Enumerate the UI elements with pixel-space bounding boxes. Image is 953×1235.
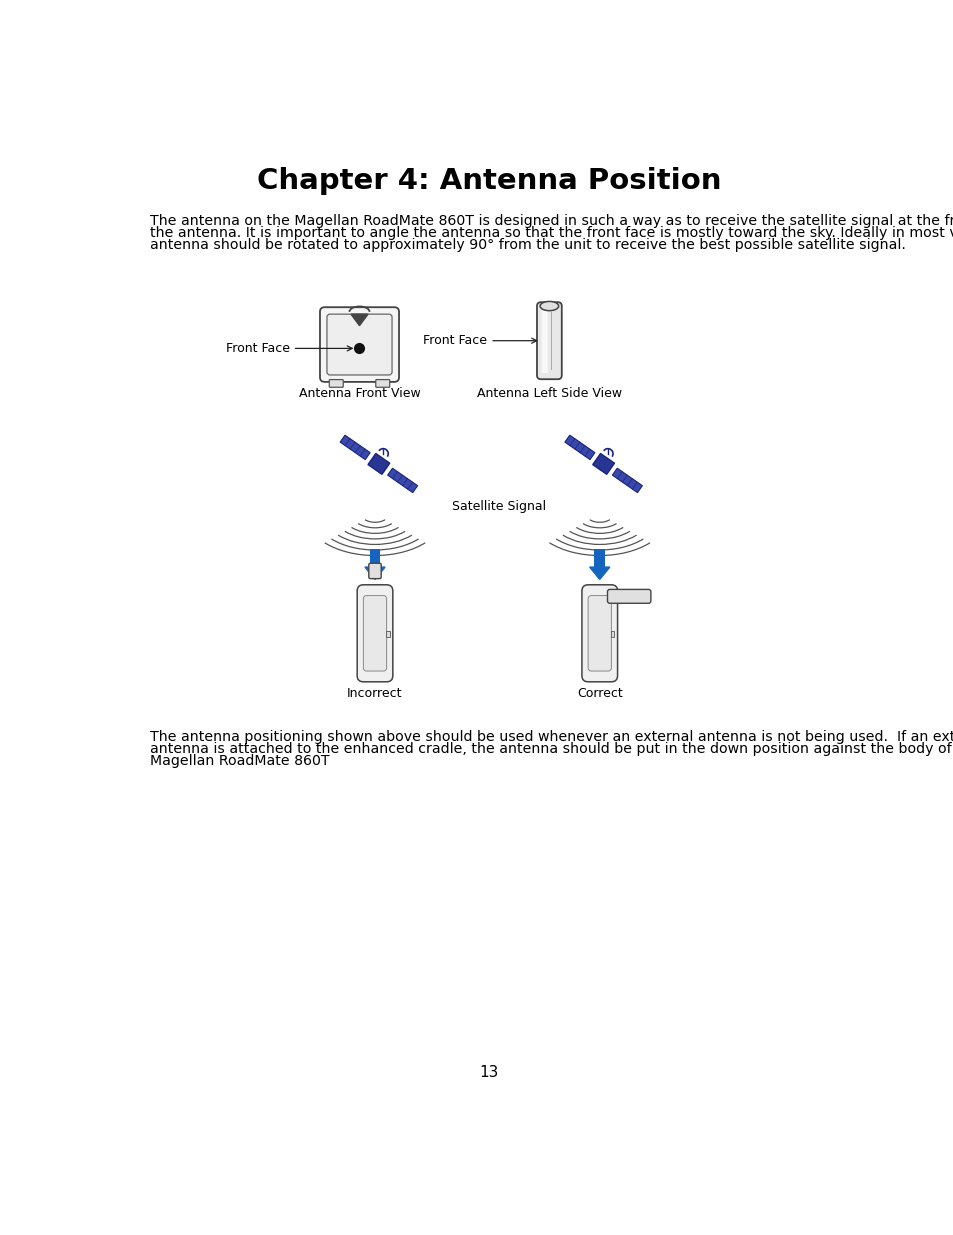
Bar [368, 453, 390, 474]
FancyBboxPatch shape [369, 563, 381, 579]
FancyBboxPatch shape [537, 303, 561, 379]
FancyBboxPatch shape [319, 308, 398, 382]
Polygon shape [589, 567, 609, 579]
Bar [564, 435, 595, 459]
Text: antenna is attached to the enhanced cradle, the antenna should be put in the dow: antenna is attached to the enhanced crad… [150, 742, 953, 756]
Text: Front Face: Front Face [423, 335, 537, 347]
Bar [612, 468, 641, 493]
Bar [385, 631, 390, 637]
Bar [387, 468, 417, 493]
Bar [592, 453, 614, 474]
FancyBboxPatch shape [607, 589, 650, 603]
Text: Antenna Left Side View: Antenna Left Side View [476, 387, 621, 400]
Bar [610, 631, 614, 637]
Text: 13: 13 [478, 1065, 498, 1079]
Text: Correct: Correct [577, 687, 622, 700]
Text: antenna should be rotated to approximately 90° from the unit to receive the best: antenna should be rotated to approximate… [150, 238, 905, 252]
Text: Front Face: Front Face [226, 342, 352, 354]
FancyBboxPatch shape [327, 314, 392, 375]
Text: Magellan RoadMate 860T: Magellan RoadMate 860T [150, 755, 330, 768]
Bar [594, 548, 604, 567]
Text: Chapter 4: Antenna Position: Chapter 4: Antenna Position [256, 167, 720, 195]
FancyBboxPatch shape [581, 585, 617, 682]
FancyBboxPatch shape [329, 379, 343, 388]
FancyBboxPatch shape [363, 595, 386, 671]
Text: Antenna Front View: Antenna Front View [298, 387, 420, 400]
Text: the antenna. It is important to angle the antenna so that the front face is most: the antenna. It is important to angle th… [150, 226, 953, 240]
Text: The antenna positioning shown above should be used whenever an external antenna : The antenna positioning shown above shou… [150, 730, 953, 743]
Polygon shape [351, 314, 368, 326]
Text: Satellite Signal: Satellite Signal [452, 500, 545, 513]
Text: The antenna on the Magellan RoadMate 860T is designed in such a way as to receiv: The antenna on the Magellan RoadMate 860… [150, 214, 953, 227]
Bar [369, 548, 380, 567]
Text: Incorrect: Incorrect [347, 687, 402, 700]
Bar [340, 435, 370, 459]
FancyBboxPatch shape [356, 585, 393, 682]
FancyBboxPatch shape [541, 310, 547, 373]
FancyBboxPatch shape [375, 379, 390, 388]
Polygon shape [365, 567, 385, 579]
FancyBboxPatch shape [587, 595, 611, 671]
Ellipse shape [539, 301, 558, 311]
